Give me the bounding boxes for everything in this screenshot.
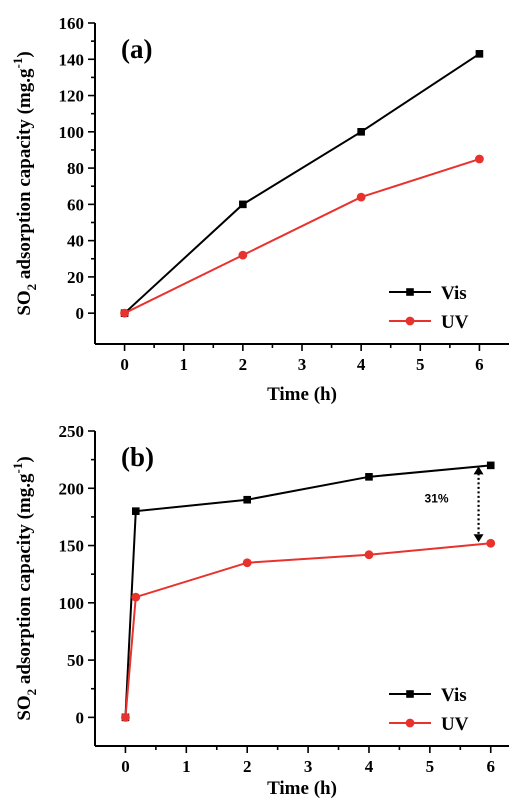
legend-marker-vis	[406, 690, 414, 698]
y-title-prefix: SO	[14, 290, 35, 315]
y-title-prefix: SO	[14, 695, 35, 720]
y-title-subscript: 2	[24, 284, 39, 291]
annotation-label: 31%	[425, 491, 449, 505]
legend: Vis UV	[389, 685, 469, 735]
y-title-close: )	[14, 456, 35, 462]
annotation-arrowhead-up	[473, 466, 484, 475]
x-tick-label: 4	[357, 355, 366, 374]
x-tick-label: 0	[121, 757, 130, 776]
y-tick-label: 20	[67, 268, 84, 287]
annotation-arrowhead-down	[473, 534, 484, 543]
data-point-vis	[486, 461, 495, 470]
y-tick-label: 0	[76, 708, 85, 727]
x-tick-label: 0	[120, 355, 129, 374]
data-point-vis	[475, 50, 484, 58]
data-point-uv	[131, 592, 141, 602]
data-point-uv	[242, 558, 252, 568]
data-point-uv	[238, 250, 248, 260]
x-tick-label: 6	[486, 757, 495, 776]
series-vis	[120, 50, 484, 317]
y-tick-label: 50	[67, 651, 84, 670]
data-point-uv	[486, 538, 496, 548]
series-uv	[121, 538, 496, 722]
x-axis-title: Time (h)	[267, 778, 337, 799]
y-tick-label: 160	[59, 14, 85, 33]
y-title-close: )	[14, 51, 35, 57]
y-tick-label: 80	[67, 159, 84, 178]
x-tick-label: 2	[243, 757, 252, 776]
data-point-uv	[475, 154, 484, 164]
data-point-uv	[121, 712, 130, 722]
data-point-uv	[364, 550, 374, 560]
y-tick-label: 200	[59, 479, 85, 498]
x-tick-label: 3	[304, 757, 313, 776]
y-tick-label: 120	[59, 87, 85, 106]
y-axis-title: SO2 adsorption capacity (mg.g-1)	[10, 456, 39, 720]
legend-label-vis: Vis	[441, 283, 467, 304]
y-tick-label: 60	[67, 195, 84, 214]
x-axis-title: Time (h)	[267, 384, 337, 405]
y-title-main: adsorption capacity (mg.g	[14, 68, 35, 284]
y-tick-label: 250	[59, 422, 85, 441]
data-point-uv	[120, 308, 129, 318]
y-tick-label: 150	[59, 537, 85, 556]
series-line-vis	[123, 52, 480, 314]
y-tick-label: 100	[59, 594, 85, 613]
legend-marker-uv	[405, 718, 415, 728]
series-uv	[120, 154, 484, 318]
x-tick-label: 1	[179, 355, 188, 374]
legend: Vis UV	[389, 283, 469, 333]
y-tick-label: 140	[59, 50, 85, 69]
data-point-vis	[357, 128, 365, 136]
y-title-subscript: 2	[24, 689, 39, 696]
panel-label: (b)	[121, 442, 154, 472]
y-tick-label: 40	[67, 232, 84, 251]
y-axis-title: SO2 adsorption capacity (mg.g-1)	[10, 51, 39, 315]
x-tick-label: 3	[298, 355, 307, 374]
x-tick-label: 6	[475, 355, 484, 374]
y-tick-label: 100	[59, 123, 85, 142]
y-title-superscript: -1	[10, 58, 25, 69]
difference-annotation: 31%	[425, 466, 484, 543]
x-tick-label: 5	[416, 355, 425, 374]
legend-marker-uv	[405, 316, 415, 326]
legend-label-uv: UV	[441, 312, 469, 333]
y-title-main: adsorption capacity (mg.g	[14, 473, 35, 689]
data-point-vis	[239, 200, 247, 209]
legend-label-vis: Vis	[441, 685, 467, 706]
x-tick-label: 2	[239, 355, 248, 374]
x-tick-label: 1	[182, 757, 191, 776]
data-point-uv	[356, 192, 366, 202]
data-point-vis	[243, 495, 252, 504]
series-line-uv	[124, 158, 480, 315]
data-point-vis	[131, 507, 140, 515]
y-tick-label: 0	[76, 304, 85, 323]
x-tick-label: 5	[426, 757, 435, 776]
data-point-vis	[365, 473, 373, 481]
panel-label: (a)	[121, 34, 152, 64]
legend-label-uv: UV	[441, 714, 469, 735]
y-title-superscript: -1	[10, 463, 25, 474]
legend-marker-vis	[406, 288, 414, 296]
x-tick-label: 4	[365, 757, 374, 776]
series-line-uv	[124, 542, 491, 718]
